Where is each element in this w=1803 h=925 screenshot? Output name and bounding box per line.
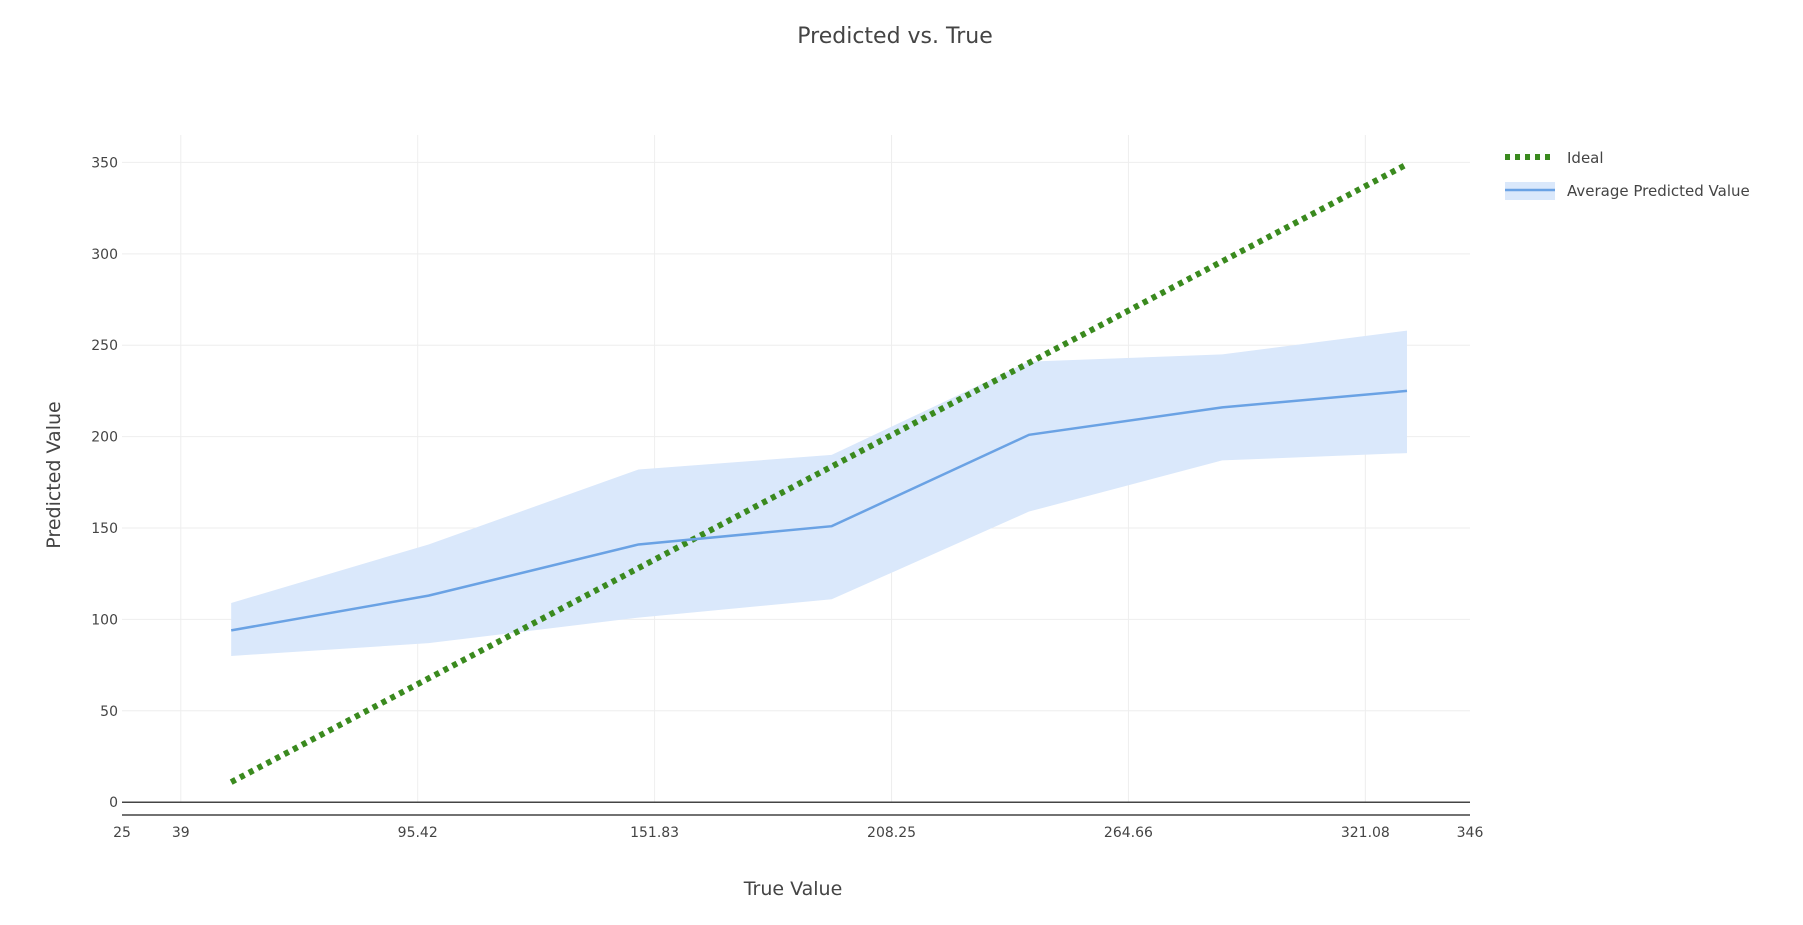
legend-label-average-predicted-value: Average Predicted Value [1567, 182, 1750, 200]
y-tick-label: 250 [91, 338, 118, 354]
chart-title: Predicted vs. True [797, 24, 992, 49]
y-tick-label: 150 [91, 521, 118, 537]
y-tick-label: 0 [109, 795, 118, 811]
x-tick-label: 346 [1457, 825, 1484, 841]
ideal-line [229, 161, 1409, 785]
legend-item-ideal[interactable]: Ideal [1505, 149, 1604, 167]
x-tick-labels: 25 39 95.42 151.83 208.25 264.66 321.08 346 [113, 825, 1483, 841]
y-tick-label: 350 [91, 155, 118, 171]
legend[interactable]: Ideal Average Predicted Value [1505, 149, 1750, 200]
y-tick-label: 100 [91, 612, 118, 628]
x-tick-label: 321.08 [1341, 825, 1390, 841]
x-tick-label: 264.66 [1104, 825, 1153, 841]
y-tick-label: 200 [91, 430, 118, 446]
average-predicted-line [230, 389, 1408, 632]
x-tick-label: 25 [113, 825, 131, 841]
y-tick-labels: 0 50 100 150 200 250 300 350 [91, 155, 118, 811]
y-tick-label: 50 [100, 704, 118, 720]
x-tick-label: 95.42 [398, 825, 438, 841]
legend-label-ideal: Ideal [1567, 149, 1604, 167]
x-tick-label: 208.25 [867, 825, 916, 841]
x-tick-label: 39 [172, 825, 190, 841]
series-layer [229, 161, 1409, 785]
confidence-band [231, 330, 1408, 656]
legend-item-average-predicted-value[interactable]: Average Predicted Value [1505, 182, 1750, 200]
y-tick-label: 300 [91, 247, 118, 263]
x-tick-label: 151.83 [630, 825, 679, 841]
confidence-band-layer [231, 330, 1408, 656]
y-axis-title: Predicted Value [43, 401, 65, 548]
axes [122, 801, 1470, 816]
x-axis-title: True Value [743, 878, 843, 900]
